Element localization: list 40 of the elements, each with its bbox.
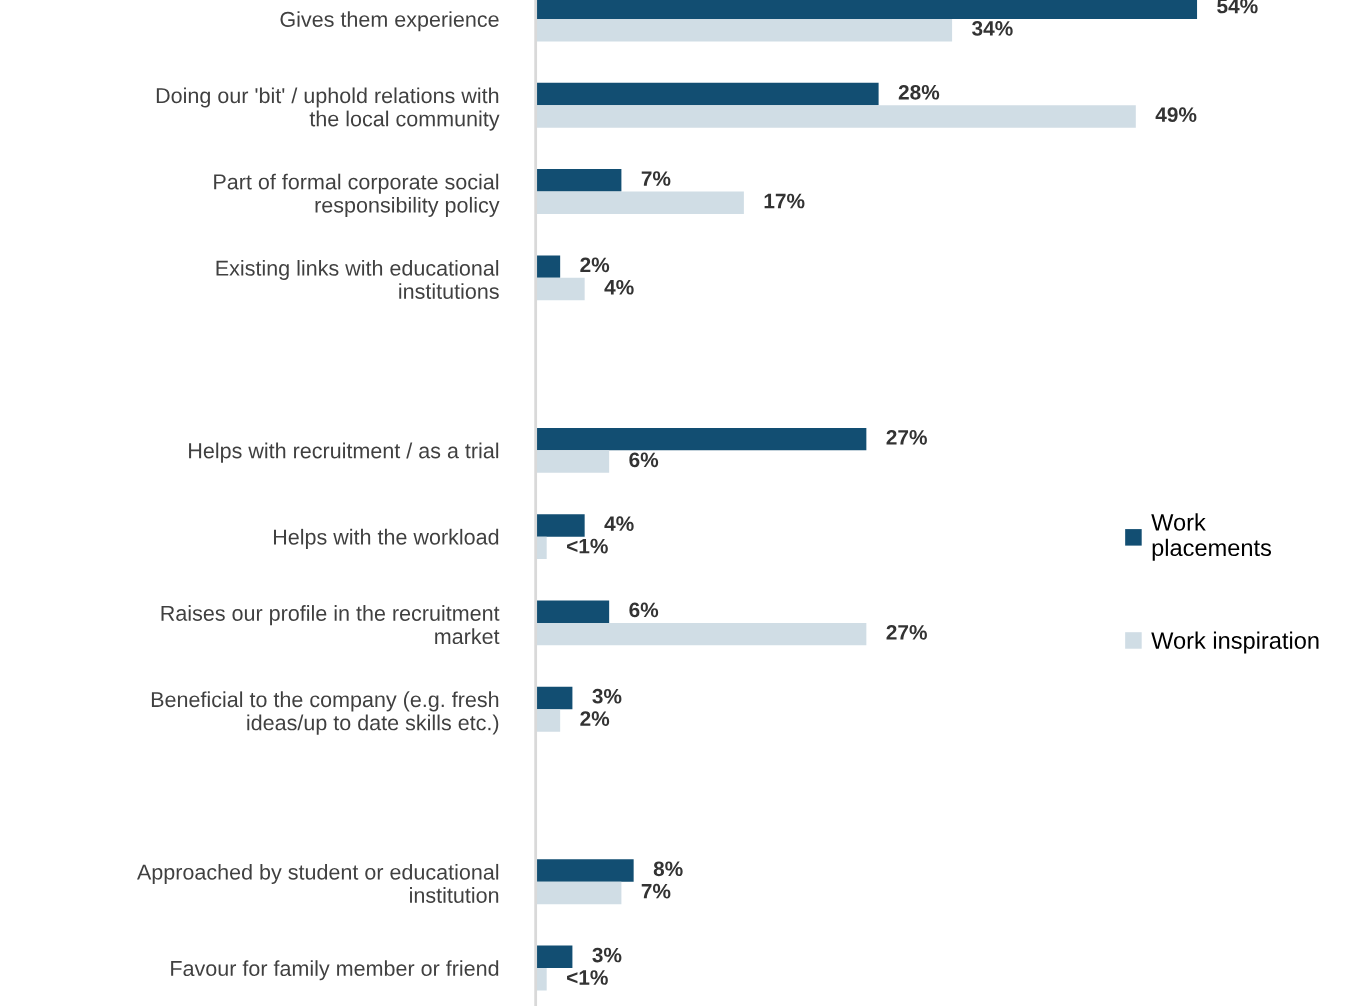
data-label: 27% <box>886 429 927 445</box>
y-tick-label: Favour for family member or friend <box>171 960 499 981</box>
data-label: 4% <box>604 279 634 295</box>
data-label: 7% <box>641 883 671 899</box>
bar <box>535 686 573 710</box>
bar <box>535 945 573 969</box>
bar <box>535 600 610 623</box>
y-tick-label: Existing links with educational institutions <box>216 259 499 299</box>
data-label: 2% <box>580 257 610 273</box>
bar <box>535 859 634 882</box>
data-label: 28% <box>898 84 940 100</box>
y-tick-label: Doing our 'bit' / uphold relations with the local community <box>156 87 500 131</box>
y-tick-label: Helps with recruitment / as a trial <box>189 442 499 463</box>
y-tick-label: Approached by student or educational institution <box>136 863 499 903</box>
data-label: 4% <box>604 516 634 531</box>
bar <box>535 169 622 192</box>
data-label: 7% <box>641 171 671 186</box>
data-label: 27% <box>886 624 927 640</box>
bar <box>535 427 867 451</box>
data-label: 34% <box>972 21 1013 36</box>
y-tick-label: Gives them experience <box>280 11 499 32</box>
data-label: 3% <box>592 947 622 963</box>
y-tick-label: Beneficial to the company (e.g. fresh ideas/up to date skills etc.) <box>151 691 499 735</box>
data-label: 2% <box>580 711 610 726</box>
data-label: 6% <box>629 602 659 618</box>
data-label: 49% <box>1155 107 1197 123</box>
data-label: 8% <box>653 861 683 877</box>
bar <box>535 255 561 278</box>
legend-label: Work inspiration <box>1151 631 1319 654</box>
legend-label: Work placements <box>1151 513 1272 561</box>
data-label: 3% <box>592 688 622 704</box>
y-tick-label: Raises our profile in the recruitment market <box>161 605 500 645</box>
bar <box>535 514 585 537</box>
data-label: 6% <box>629 452 659 468</box>
data-label: <1% <box>567 970 608 985</box>
bar <box>535 82 879 106</box>
data-label: <1% <box>567 538 608 554</box>
data-label: 17% <box>764 193 805 209</box>
y-tick-label: Helps with the workload <box>273 528 499 549</box>
y-tick-label: Part of formal corporate social responsibility policy <box>214 173 500 217</box>
